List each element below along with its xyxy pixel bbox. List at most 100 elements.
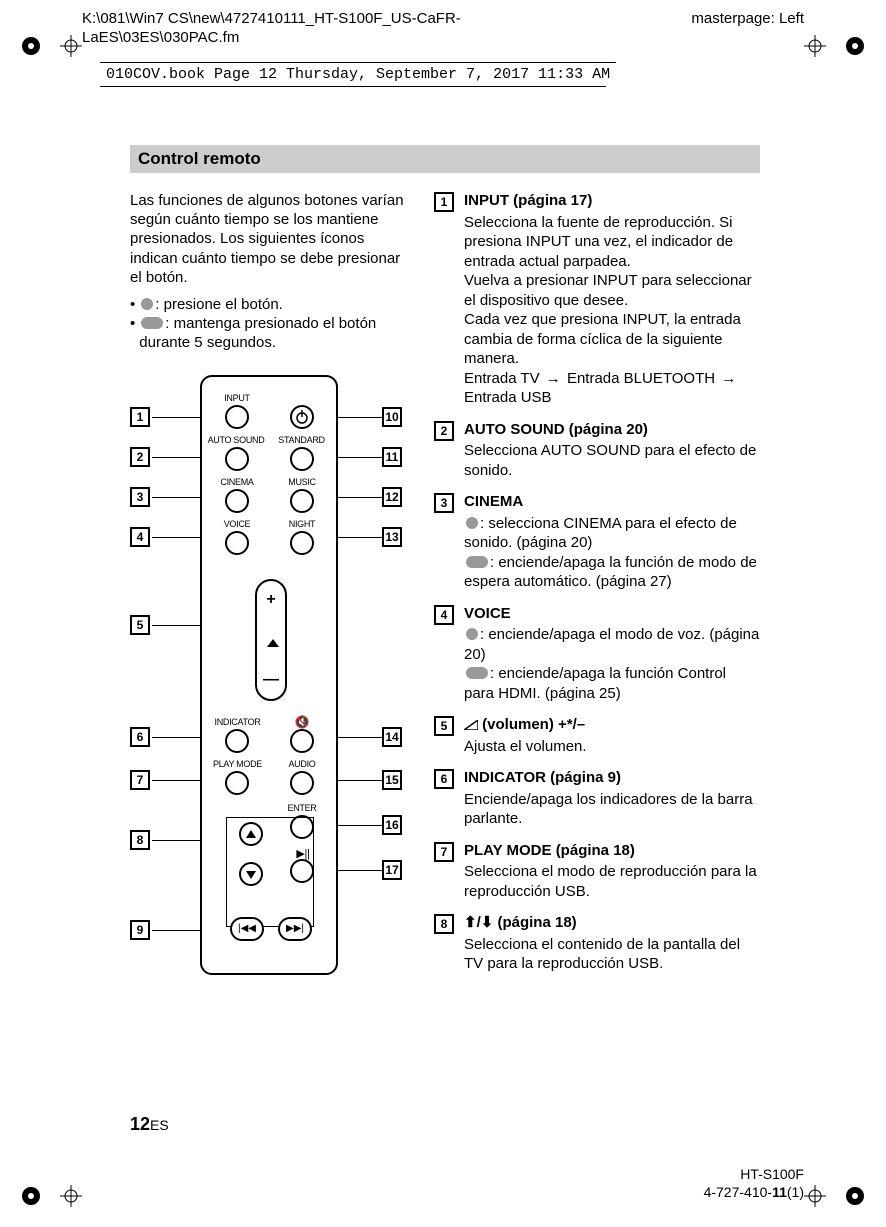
desc-num: 1 [434, 192, 454, 212]
label-play-mode: PLAY MODE [210, 759, 265, 769]
desc-body: INDICATOR (página 9)Enciende/apaga los i… [464, 768, 760, 829]
short-press-icon [141, 298, 153, 310]
left-column: Las funciones de algunos botones varían … [130, 191, 410, 1005]
callout-15: 15 [382, 770, 402, 790]
desc-title: AUTO SOUND (página 20) [464, 420, 760, 440]
label-audio: AUDIO [282, 759, 322, 769]
desc-item-6: 6 INDICATOR (página 9)Enciende/apaga los … [434, 768, 760, 829]
label-enter: ENTER [282, 803, 322, 813]
desc-item-7: 7 PLAY MODE (página 18)Selecciona el modo… [434, 841, 760, 902]
file-path-line2: LaES\03ES\030PAC.fm [82, 29, 239, 46]
desc-title: VOICE [464, 604, 760, 624]
page-number-value: 12 [130, 1114, 150, 1134]
desc-title: INDICATOR (página 9) [464, 768, 760, 788]
callout-13: 13 [382, 527, 402, 547]
short-press-icon [466, 628, 478, 640]
callout-7: 7 [130, 770, 150, 790]
desc-num: 5 [434, 716, 454, 736]
btn-next: ▶▶| [278, 917, 312, 941]
book-marker: 010COV.book Page 12 Thursday, September … [100, 62, 616, 87]
reg-mark-bl [20, 1185, 42, 1207]
desc-num: 3 [434, 493, 454, 513]
desc-item-2: 2 AUTO SOUND (página 20)Selecciona AUTO S… [434, 420, 760, 481]
desc-num: 6 [434, 769, 454, 789]
callout-1: 1 [130, 407, 150, 427]
desc-item-3: 3 CINEMA: selecciona CINEMA para el efect… [434, 492, 760, 592]
callout-4: 4 [130, 527, 150, 547]
label-standard: STANDARD [274, 435, 329, 445]
desc-title: (volumen) +*/– [464, 715, 760, 735]
callout-14: 14 [382, 727, 402, 747]
masterpage-label: masterpage: Left [691, 10, 804, 27]
page-number-suffix: ES [150, 1117, 169, 1133]
reg-mark-tl [20, 35, 42, 57]
desc-body: AUTO SOUND (página 20)Selecciona AUTO SO… [464, 420, 760, 481]
desc-num: 7 [434, 842, 454, 862]
bullet-short: • : presione el botón. [130, 295, 410, 314]
long-press-icon [466, 667, 488, 679]
desc-item-8: 8 ⬆/⬇ (página 18)Selecciona el contenido … [434, 913, 760, 974]
callout-17: 17 [382, 860, 402, 880]
label-input: INPUT [217, 393, 257, 403]
desc-item-4: 4 VOICE: enciende/apaga el modo de voz. (… [434, 604, 760, 704]
callout-12: 12 [382, 487, 402, 507]
remote-body: INPUT AUTO SOUND STANDARD CINEMA MUSIC [200, 375, 338, 975]
desc-body: CINEMA: selecciona CINEMA para el efecto… [464, 492, 760, 592]
callout-2: 2 [130, 447, 150, 467]
bullet-long: • : mantenga presionado el botón durante… [130, 314, 410, 352]
file-path-line1: K:\081\Win7 CS\new\4727410111_HT-S100F_U… [82, 10, 461, 27]
footer-block: HT-S100F 4-727-410-11(1) [704, 1165, 804, 1201]
page-number: 12ES [130, 1114, 169, 1135]
callout-3: 3 [130, 487, 150, 507]
desc-num: 2 [434, 421, 454, 441]
btn-prev: |◀◀ [230, 917, 264, 941]
btn-auto-sound [225, 447, 249, 471]
btn-standard [290, 447, 314, 471]
callout-8: 8 [130, 830, 150, 850]
callout-5: 5 [130, 615, 150, 635]
desc-num: 4 [434, 605, 454, 625]
callout-16: 16 [382, 815, 402, 835]
section-title: Control remoto [130, 145, 760, 173]
btn-music [290, 489, 314, 513]
desc-item-1: 1 INPUT (página 17)Selecciona la fuente d… [434, 191, 760, 408]
right-column: 1 INPUT (página 17)Selecciona la fuente d… [434, 191, 760, 1005]
btn-up [239, 822, 263, 846]
desc-body: VOICE: enciende/apaga el modo de voz. (p… [464, 604, 760, 704]
btn-audio [290, 771, 314, 795]
btn-mute [290, 729, 314, 753]
footer-code-a: 4-727-410- [704, 1184, 773, 1200]
footer-code-c: (1) [787, 1184, 804, 1200]
desc-body: ⬆/⬇ (página 18)Selecciona el contenido d… [464, 913, 760, 974]
reg-mark-tr [844, 35, 866, 57]
btn-input [225, 405, 249, 429]
reg-mark-br [844, 1185, 866, 1207]
footer-model: HT-S100F [740, 1166, 804, 1182]
btn-play-mode [225, 771, 249, 795]
callout-9: 9 [130, 920, 150, 940]
short-press-icon [466, 517, 478, 529]
label-night: NIGHT [282, 519, 322, 529]
desc-title: CINEMA [464, 492, 760, 512]
long-press-icon [141, 317, 163, 329]
desc-title: PLAY MODE (página 18) [464, 841, 760, 861]
desc-num: 8 [434, 914, 454, 934]
desc-body: PLAY MODE (página 18)Selecciona el modo … [464, 841, 760, 902]
footer-code-b: 11 [772, 1184, 787, 1200]
file-path: K:\081\Win7 CS\new\4727410111_HT-S100F_U… [82, 10, 582, 48]
remote-diagram: 1 2 3 4 5 6 7 8 9 10 [130, 375, 410, 1005]
label-voice: VOICE [217, 519, 257, 529]
crop-bl [60, 1185, 82, 1207]
crop-tl [60, 35, 82, 57]
desc-body: (volumen) +*/–Ajusta el volumen. [464, 715, 760, 756]
btn-voice [225, 531, 249, 555]
label-auto-sound: AUTO SOUND [207, 435, 265, 445]
crop-br [804, 1185, 826, 1207]
btn-cinema [225, 489, 249, 513]
btn-indicator [225, 729, 249, 753]
desc-body: INPUT (página 17)Selecciona la fuente de… [464, 191, 760, 408]
btn-power [290, 405, 314, 429]
bullet-long-text: : mantenga presionado el botón durante 5… [139, 315, 376, 351]
callout-10: 10 [382, 407, 402, 427]
label-indicator: INDICATOR [210, 717, 265, 727]
